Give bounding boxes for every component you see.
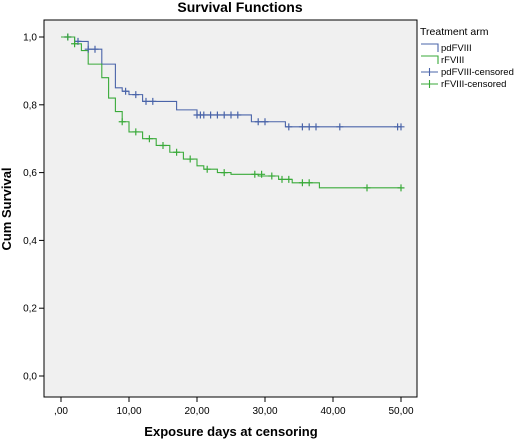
censor-marker — [149, 97, 157, 105]
censor-marker — [64, 33, 72, 41]
censor-marker — [84, 45, 92, 53]
censor-marker — [122, 87, 130, 95]
censor-marker — [336, 123, 344, 131]
censor-marker — [305, 123, 313, 131]
x-tick-label: 40,00 — [320, 406, 345, 417]
censor-marker — [285, 175, 293, 183]
x-tick-label: 10,00 — [116, 406, 141, 417]
censor-marker — [268, 172, 276, 180]
censor-marker — [363, 184, 371, 192]
y-tick-label: 0,8 — [23, 100, 37, 111]
legend-swatch — [421, 55, 439, 64]
legend-label: pdFVIII — [441, 43, 472, 54]
censor-marker — [159, 141, 167, 149]
censor-marker — [261, 118, 269, 126]
legend-label: rFVIII-censored — [441, 79, 506, 90]
y-axis-title: Cum Survival — [0, 167, 14, 250]
censor-marker — [118, 118, 126, 126]
censor-marker — [207, 111, 215, 119]
censor-marker — [397, 123, 405, 131]
chart-title: Survival Functions — [177, 0, 302, 15]
censor-marker — [278, 175, 286, 183]
censor-marker — [285, 123, 293, 131]
censor-marker — [91, 45, 99, 53]
censor-marker — [298, 123, 306, 131]
censor-marker — [397, 184, 405, 192]
legend: Treatment arm pdFVIIIrFVIIIpdFVIII-censo… — [420, 26, 514, 90]
censor-marker — [71, 40, 79, 48]
censor-marker — [186, 155, 194, 163]
x-tick-label: 20,00 — [184, 406, 209, 417]
x-tick-label: ,00 — [54, 406, 68, 417]
y-tick-label: 0,0 — [23, 372, 37, 383]
censor-marker — [203, 165, 211, 173]
censor-marker — [312, 123, 320, 131]
legend-swatch — [421, 43, 439, 52]
censor-marker — [213, 111, 221, 119]
x-tick-label: 50,00 — [388, 406, 413, 417]
censor-marker — [305, 179, 313, 187]
censor-marker — [254, 118, 262, 126]
censor-markers — [64, 33, 405, 192]
legend-label: rFVIII — [441, 55, 464, 66]
censor-marker — [251, 170, 259, 178]
y-axis: 0,0 0,2 0,4 0,6 0,8 1,0 — [23, 33, 44, 383]
censor-marker — [220, 111, 228, 119]
censor-marker — [132, 91, 140, 99]
x-axis: ,00 10,00 20,00 30,00 40,00 50,00 — [54, 397, 414, 417]
censor-marker — [200, 111, 208, 119]
legend-title: Treatment arm — [420, 26, 489, 38]
x-axis-title: Exposure days at censoring — [144, 424, 317, 439]
censor-marker — [132, 128, 140, 136]
y-tick-label: 0,2 — [23, 304, 37, 315]
y-tick-label: 1,0 — [23, 33, 37, 44]
censor-marker — [173, 148, 181, 156]
legend-label: pdFVIII-censored — [441, 67, 514, 78]
censor-marker — [298, 179, 306, 187]
y-tick-label: 0,4 — [23, 236, 37, 247]
censor-marker — [220, 169, 228, 177]
censor-marker — [258, 170, 266, 178]
legend-items: pdFVIIIrFVIIIpdFVIII-censoredrFVIII-cens… — [421, 43, 514, 90]
censor-marker — [234, 111, 242, 119]
censor-marker — [142, 97, 150, 105]
plot-area — [43, 19, 418, 398]
censor-marker — [227, 111, 235, 119]
y-tick-label: 0,6 — [23, 168, 37, 179]
x-tick-label: 30,00 — [252, 406, 277, 417]
censor-marker — [145, 135, 153, 143]
